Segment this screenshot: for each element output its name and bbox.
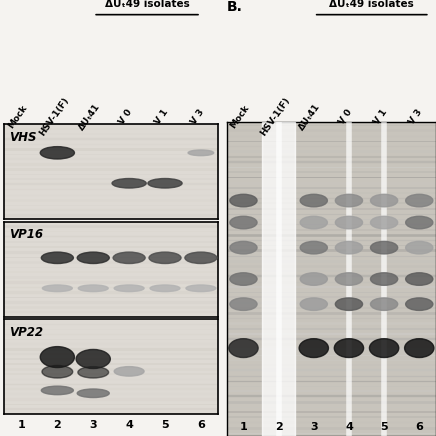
Text: HSV-1(F): HSV-1(F) <box>259 96 292 138</box>
Ellipse shape <box>114 285 144 292</box>
Ellipse shape <box>41 252 73 263</box>
Ellipse shape <box>113 252 145 263</box>
Text: Mock: Mock <box>228 104 251 130</box>
Ellipse shape <box>230 273 257 285</box>
Ellipse shape <box>40 146 75 159</box>
Ellipse shape <box>405 216 433 229</box>
Text: 3: 3 <box>89 420 97 430</box>
Ellipse shape <box>405 298 433 310</box>
Ellipse shape <box>300 216 327 229</box>
Text: 5: 5 <box>380 422 388 432</box>
Ellipse shape <box>335 194 363 207</box>
Ellipse shape <box>76 350 110 368</box>
Text: Mock: Mock <box>7 104 29 130</box>
Text: 2: 2 <box>275 422 283 432</box>
Ellipse shape <box>230 242 257 254</box>
Ellipse shape <box>300 242 327 254</box>
Ellipse shape <box>299 339 328 358</box>
Text: V 0: V 0 <box>337 108 354 126</box>
Bar <box>262 122 295 436</box>
Text: 1: 1 <box>240 422 247 432</box>
Text: V 3: V 3 <box>189 108 206 126</box>
Ellipse shape <box>114 367 144 376</box>
Ellipse shape <box>335 273 363 285</box>
Ellipse shape <box>186 285 216 292</box>
Ellipse shape <box>335 298 363 310</box>
Text: VP22: VP22 <box>9 326 43 339</box>
Text: VP16: VP16 <box>9 228 43 241</box>
Ellipse shape <box>405 273 433 285</box>
Text: V 1: V 1 <box>153 108 170 126</box>
Ellipse shape <box>40 347 75 368</box>
Ellipse shape <box>148 178 182 188</box>
Ellipse shape <box>77 389 109 398</box>
Text: V 1: V 1 <box>372 108 389 126</box>
Ellipse shape <box>369 339 399 358</box>
Ellipse shape <box>405 339 434 358</box>
Text: ΔUₜ49 isolates: ΔUₜ49 isolates <box>105 0 190 9</box>
Text: 4: 4 <box>345 422 353 432</box>
Ellipse shape <box>335 216 363 229</box>
Ellipse shape <box>334 339 364 358</box>
Text: ΔUₜ49 isolates: ΔUₜ49 isolates <box>329 0 414 9</box>
Text: 1: 1 <box>17 420 25 430</box>
Ellipse shape <box>42 285 72 292</box>
Ellipse shape <box>112 178 146 188</box>
Ellipse shape <box>371 242 398 254</box>
Ellipse shape <box>371 273 398 285</box>
Text: 2: 2 <box>54 420 61 430</box>
Ellipse shape <box>188 150 214 156</box>
Ellipse shape <box>230 298 257 310</box>
Ellipse shape <box>300 298 327 310</box>
Ellipse shape <box>78 367 109 378</box>
Text: ΔUₜ41: ΔUₜ41 <box>298 102 323 132</box>
Text: 5: 5 <box>161 420 169 430</box>
Text: HSV-1(F): HSV-1(F) <box>37 96 70 138</box>
Ellipse shape <box>150 285 180 292</box>
Ellipse shape <box>371 298 398 310</box>
Text: 6: 6 <box>197 420 205 430</box>
Ellipse shape <box>229 339 258 358</box>
Ellipse shape <box>300 194 327 207</box>
Ellipse shape <box>230 194 257 207</box>
Ellipse shape <box>78 285 108 292</box>
Ellipse shape <box>149 252 181 263</box>
Text: 4: 4 <box>125 420 133 430</box>
Text: VHS: VHS <box>9 131 36 144</box>
Ellipse shape <box>371 216 398 229</box>
Text: ΔUₜ41: ΔUₜ41 <box>77 102 102 132</box>
Ellipse shape <box>300 273 327 285</box>
Ellipse shape <box>405 194 433 207</box>
Text: 6: 6 <box>416 422 423 432</box>
Ellipse shape <box>405 242 433 254</box>
Ellipse shape <box>335 242 363 254</box>
Text: B.: B. <box>227 0 242 14</box>
Ellipse shape <box>230 216 257 229</box>
Ellipse shape <box>42 365 73 378</box>
Text: V 0: V 0 <box>117 108 134 126</box>
Ellipse shape <box>185 252 217 263</box>
Text: 3: 3 <box>310 422 317 432</box>
Ellipse shape <box>77 252 109 263</box>
Ellipse shape <box>41 386 73 395</box>
Ellipse shape <box>371 194 398 207</box>
Text: V 3: V 3 <box>407 108 424 126</box>
